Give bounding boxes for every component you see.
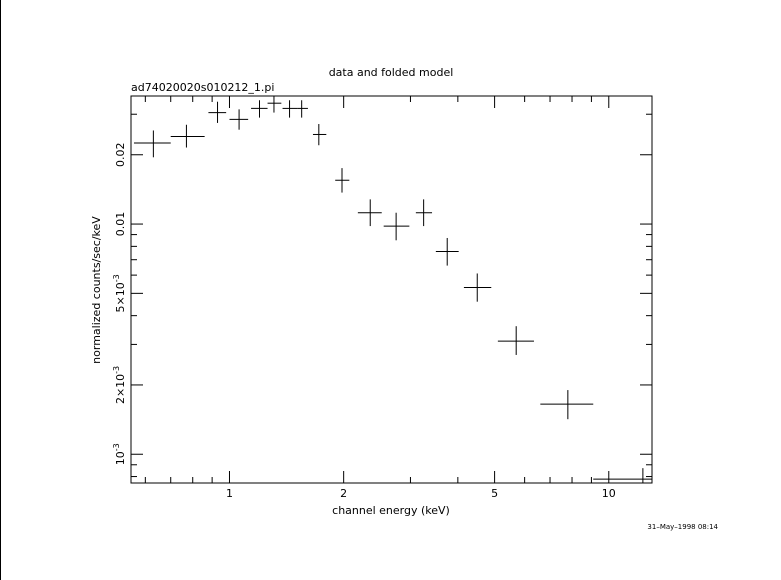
x-tick-label: 5: [491, 487, 498, 500]
y-tick-label: 10-3: [112, 443, 127, 465]
data-point: [593, 468, 652, 483]
data-point: [357, 199, 382, 227]
chart-subtitle: ad74020020s010212_1.pi: [131, 81, 274, 94]
y-axis-label: normalized counts/sec/keV: [90, 216, 103, 364]
data-point: [463, 273, 492, 302]
data-point: [297, 100, 308, 118]
y-tick-label: 0.01: [114, 212, 127, 237]
x-tick-labels: 1 2 5 10: [226, 487, 616, 500]
axis-ticks: [131, 96, 652, 483]
y-tick-labels: 10-3 2×10-3 5×10-3 0.01 0.02: [112, 143, 127, 466]
plot-frame: [130, 95, 653, 484]
data-point: [282, 100, 298, 118]
data-point: [383, 212, 410, 241]
data-point: [415, 199, 433, 227]
x-tick-label: 1: [226, 487, 233, 500]
window-left-edge: [0, 0, 1, 580]
data-point: [251, 100, 268, 118]
x-axis-label: channel energy (keV): [332, 504, 450, 517]
data-point: [540, 390, 594, 420]
data-point: [335, 168, 350, 193]
y-tick-label: 5×10-3: [112, 274, 127, 312]
y-tick-label: 2×10-3: [112, 366, 127, 404]
x-tick-label: 2: [340, 487, 347, 500]
data-point: [267, 96, 282, 113]
chart-title: data and folded model: [329, 66, 454, 79]
data-point: [435, 237, 459, 266]
plot-timestamp: 31–May–1998 08:14: [647, 523, 718, 531]
data-point: [170, 124, 205, 148]
data-point: [497, 326, 534, 355]
y-tick-label: 0.02: [114, 143, 127, 168]
data-point: [208, 101, 227, 123]
data-point: [229, 109, 249, 130]
data-point: [312, 124, 327, 146]
data-points: [133, 96, 652, 483]
data-point: [133, 130, 171, 158]
x-tick-label: 10: [602, 487, 616, 500]
